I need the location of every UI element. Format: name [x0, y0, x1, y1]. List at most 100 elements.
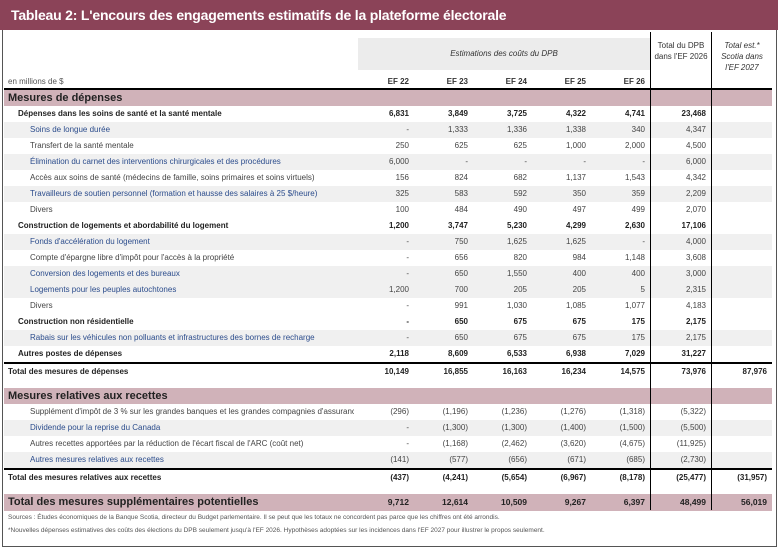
- cell-value: 8,609: [447, 349, 468, 358]
- cell-value: [710, 186, 771, 202]
- cell-value: 675: [572, 333, 586, 342]
- cell-value: 73,976: [681, 367, 706, 376]
- row-label: Total des mesures de dépenses: [8, 367, 129, 376]
- cell-value: [472, 388, 531, 404]
- cell-value: 87,976: [742, 367, 767, 376]
- cell-value: [710, 452, 771, 468]
- cell-value: 5,230: [506, 221, 527, 230]
- cell-value: [710, 106, 771, 122]
- cell-value: 3,725: [506, 109, 527, 118]
- cell-value: 350: [572, 189, 586, 198]
- row-label: Accès aux soins de santé (médecins de fa…: [30, 173, 315, 182]
- total-est-header-line: Total est.*: [724, 41, 760, 50]
- cell-value: -: [406, 125, 409, 134]
- cell-value: 991: [454, 301, 468, 310]
- cell-value: [710, 90, 771, 106]
- cell-value: 497: [572, 205, 586, 214]
- cell-value: 1,030: [506, 301, 527, 310]
- cell-value: 1,085: [565, 301, 586, 310]
- cell-value: 675: [572, 317, 586, 326]
- cell-value: [710, 122, 771, 138]
- cell-value: 16,234: [561, 367, 586, 376]
- cell-value: [710, 404, 771, 420]
- cell-value: [710, 154, 771, 170]
- table-row: Fonds d'accélération du logement - 750 1,62…: [4, 234, 772, 250]
- cell-value: (1,276): [560, 407, 586, 416]
- cell-value: (685): [626, 455, 645, 464]
- column-header: EF 22: [387, 77, 409, 86]
- estimations-header: Estimations des coûts du DPB: [358, 38, 650, 70]
- cell-value: [649, 388, 710, 404]
- row-label: Autres recettes apportées par la réducti…: [30, 439, 304, 448]
- cell-value: 100: [395, 205, 409, 214]
- cell-value: (1,300): [442, 423, 468, 432]
- footnote-sources: Sources : Études économiques de la Banqu…: [8, 514, 500, 521]
- column-header: EF 23: [446, 77, 468, 86]
- table-body: Mesures de dépenses Dépenses dans les soi…: [4, 90, 772, 511]
- cell-value: 2,175: [685, 333, 706, 342]
- cell-value: 56,019: [741, 497, 767, 507]
- cell-value: -: [406, 317, 409, 326]
- column-header: EF 24: [505, 77, 527, 86]
- cell-value: [413, 90, 472, 106]
- row-label: Mesures relatives aux recettes: [8, 390, 168, 402]
- cell-value: -: [406, 253, 409, 262]
- cell-value: 4,347: [685, 125, 706, 134]
- cell-value: (31,957): [737, 473, 767, 482]
- cell-value: 10,509: [501, 497, 527, 507]
- cell-value: 1,137: [565, 173, 586, 182]
- cell-value: (141): [390, 455, 409, 464]
- cell-value: 1,333: [447, 125, 468, 134]
- cell-value: [710, 388, 771, 404]
- cell-value: (5,654): [501, 473, 527, 482]
- table-row: Construction non résidentielle - 650 675 675…: [4, 314, 772, 330]
- cell-value: 675: [513, 317, 527, 326]
- cell-value: 656: [454, 253, 468, 262]
- cell-value: (25,477): [676, 473, 706, 482]
- cell-value: [590, 388, 649, 404]
- row-label: Total des mesures relatives aux recettes: [8, 473, 162, 482]
- cell-value: 6,533: [506, 349, 527, 358]
- cell-value: 1,336: [506, 125, 527, 134]
- cell-value: 23,468: [681, 109, 706, 118]
- cell-value: 2,209: [685, 189, 706, 198]
- total-dpb-header-line: dans l'EF 2026: [654, 52, 708, 61]
- cell-value: 325: [395, 189, 409, 198]
- table-row: Autres postes de dépenses 2,118 8,609 6,533…: [4, 346, 772, 362]
- table-row: Supplément d'impôt de 3 % sur les grande…: [4, 404, 772, 420]
- total-row: Total des mesures relatives aux recettes…: [4, 468, 772, 484]
- table-row: Construction de logements et abordabilit…: [4, 218, 772, 234]
- cell-value: (577): [449, 455, 468, 464]
- cell-value: 1,200: [388, 285, 409, 294]
- total-est-header-line: Scotia dans: [721, 52, 763, 61]
- cell-value: [649, 90, 710, 106]
- cell-value: 2,070: [685, 205, 706, 214]
- cell-value: (656): [508, 455, 527, 464]
- cell-value: (1,168): [442, 439, 468, 448]
- table-row: Conversion des logements et des bureaux -…: [4, 266, 772, 282]
- total-row: Total des mesures supplémentaires potent…: [4, 494, 772, 511]
- cell-value: 175: [631, 317, 645, 326]
- cell-value: 750: [454, 237, 468, 246]
- row-label: Construction de logements et abordabilit…: [18, 221, 229, 230]
- cell-value: [710, 314, 771, 330]
- cell-value: 5: [640, 285, 645, 294]
- cell-value: 1,625: [565, 237, 586, 246]
- cell-value: -: [406, 333, 409, 342]
- column-header: EF 26: [623, 77, 645, 86]
- cell-value: [590, 90, 649, 106]
- cell-value: (1,500): [619, 423, 645, 432]
- cell-value: 175: [631, 333, 645, 342]
- cell-value: 17,106: [681, 221, 706, 230]
- cell-value: [710, 266, 771, 282]
- table-row: Divers 100 484 490 497 499 2,070: [4, 202, 772, 218]
- cell-value: [710, 330, 771, 346]
- row-label: Travailleurs de soutien personnel (forma…: [30, 189, 318, 198]
- cell-value: [710, 138, 771, 154]
- row-label: Conversion des logements et des bureaux: [30, 269, 180, 278]
- cell-value: -: [642, 157, 645, 166]
- cell-value: 6,397: [623, 497, 645, 507]
- table-row: Autres recettes apportées par la réducti…: [4, 436, 772, 452]
- cell-value: 7,029: [624, 349, 645, 358]
- units-label: en millions de $: [8, 77, 64, 86]
